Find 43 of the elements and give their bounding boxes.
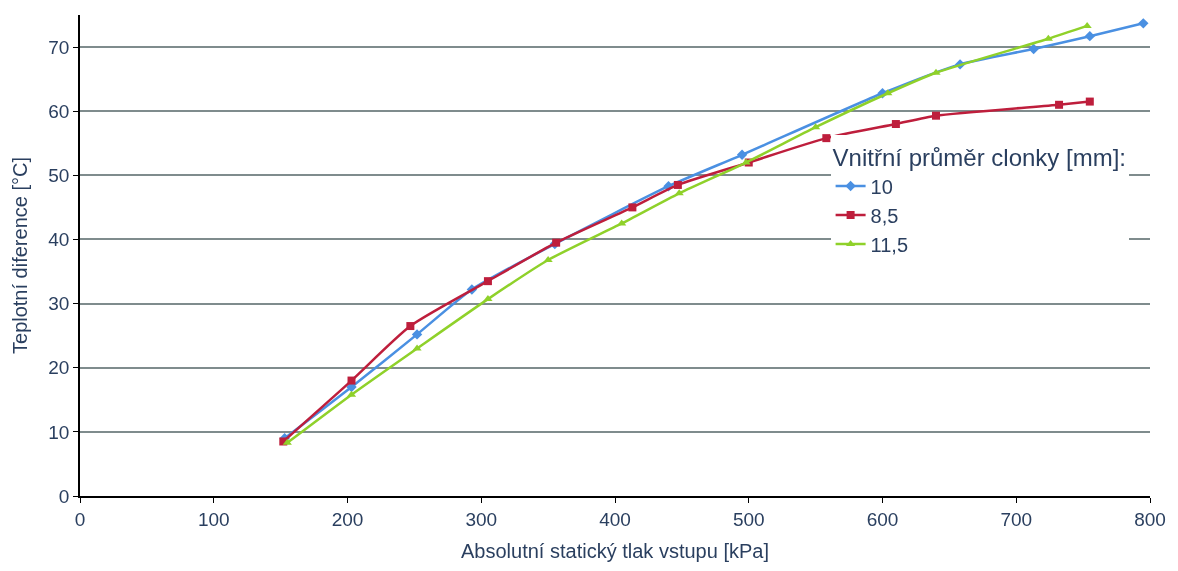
point <box>483 295 493 302</box>
x-tick-label: 0 <box>74 508 86 530</box>
point <box>282 438 292 445</box>
point <box>811 123 821 130</box>
x-tick-label: 300 <box>465 508 498 530</box>
point <box>736 149 748 161</box>
legend-label: 11,5 <box>870 233 909 256</box>
y-tick-label: 40 <box>48 229 70 251</box>
x-tick-label: 100 <box>197 508 230 530</box>
x-tick-label: 600 <box>866 508 899 530</box>
x-axis-title: Absolutní statický tlak vstupu [kPa] <box>461 539 769 562</box>
point <box>932 111 940 120</box>
legend-label: 10 <box>870 175 893 198</box>
point <box>822 134 831 143</box>
y-tick-label: 0 <box>58 485 70 507</box>
y-tick-label: 20 <box>48 357 70 379</box>
y-tick-label: 10 <box>48 421 70 443</box>
point <box>673 180 682 189</box>
y-tick-label: 70 <box>48 36 70 58</box>
point <box>347 376 356 385</box>
y-tick-label: 50 <box>48 164 70 186</box>
x-tick-label: 400 <box>599 508 631 530</box>
point <box>1138 18 1149 29</box>
x-tick-label: 700 <box>1000 508 1033 530</box>
point <box>891 120 900 129</box>
x-tick-label: 200 <box>331 508 364 530</box>
y-tick-label: 30 <box>48 293 70 315</box>
legend-label: 8,5 <box>870 204 899 227</box>
point <box>406 322 415 331</box>
x-tick-label: 800 <box>1134 508 1166 530</box>
y-tick-label: 60 <box>48 100 70 122</box>
legend-title: Vnitřní průměr clonky [mm]: <box>832 144 1127 172</box>
y-axis-title: Teplotní diference [°C] <box>9 157 32 354</box>
point <box>543 255 553 262</box>
point <box>1055 100 1064 109</box>
point <box>1085 97 1094 106</box>
point <box>1028 43 1039 55</box>
x-tick-label: 500 <box>732 508 765 530</box>
point <box>1084 30 1096 42</box>
point <box>628 203 637 212</box>
point <box>483 277 492 286</box>
point <box>411 329 423 340</box>
point <box>931 68 941 75</box>
